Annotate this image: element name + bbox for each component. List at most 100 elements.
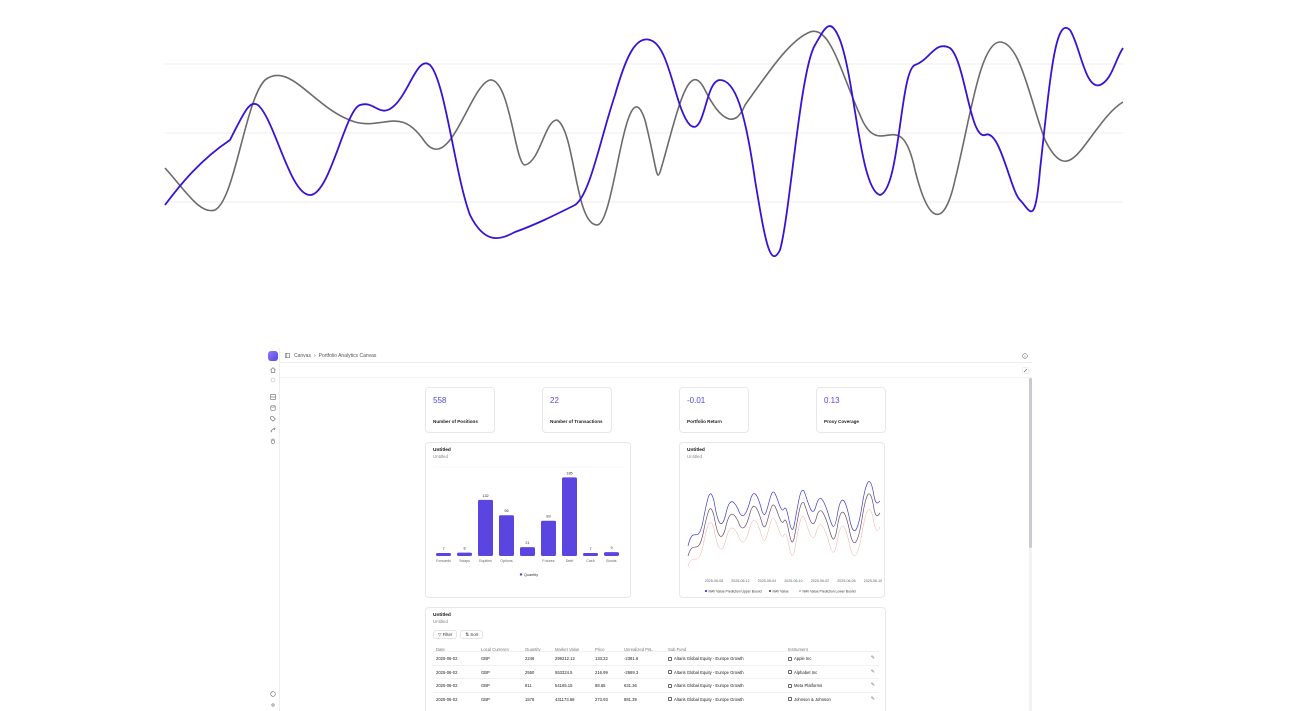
info-icon[interactable] (1022, 353, 1028, 359)
row-edit-icon[interactable]: ✎ (870, 668, 875, 675)
kpi-label: Number of Transactions (550, 419, 603, 424)
canvas-toolbar (280, 363, 1032, 378)
x-tick-label: 2025-06-12 (731, 579, 749, 583)
bar[interactable] (604, 552, 619, 556)
table-cell-wrap: Altaris Global Equity - Europe Growth (668, 670, 744, 675)
line-series[interactable] (687, 493, 881, 557)
x-tick-label: 2025-06-10 (784, 579, 802, 583)
filter-icon: ▽ (438, 632, 443, 637)
vertical-scrollbar[interactable] (1029, 378, 1032, 711)
row-edit-icon[interactable]: ✎ (870, 682, 875, 688)
bar-category-label: Bonds (606, 559, 616, 563)
hero-wave-chart (164, 25, 1124, 257)
fund-icon (668, 683, 672, 688)
column-header[interactable]: Date (436, 647, 445, 652)
table-cell: 2025-06-02 (436, 696, 458, 702)
bar[interactable] (478, 499, 493, 556)
bar[interactable] (457, 552, 472, 556)
fund-icon (668, 656, 672, 661)
table-cell: Johnson & Johnson (794, 696, 831, 702)
line-series[interactable] (687, 481, 881, 547)
table-cell: Altaris Global Equity - Europe Growth (674, 656, 744, 661)
home-icon[interactable] (270, 367, 276, 373)
sidebar-toggle-icon[interactable] (285, 353, 290, 358)
breadcrumb-separator: › (313, 353, 316, 359)
column-header[interactable]: Market Value (555, 647, 580, 652)
table-card: Untitled Untitled ▽ Filter ⇅ Sort Date L… (425, 607, 886, 711)
search-icon[interactable] (270, 377, 276, 383)
table-cell-wrap: Altaris Global Equity - Europe Growth (668, 697, 744, 702)
bar-value-label: 132 (482, 494, 488, 498)
link-icon[interactable] (270, 427, 276, 433)
edit-pencil-icon[interactable] (1022, 367, 1029, 374)
bar[interactable] (562, 477, 577, 556)
line-chart: 2025-06-08 2025-06-12 2025-06-04 2025-06-10… (687, 481, 882, 593)
bar[interactable] (520, 547, 535, 556)
column-header[interactable]: Price (595, 647, 605, 652)
table-cell: 216.99 (595, 669, 608, 675)
column-header[interactable]: Unrealized PnL (624, 647, 653, 652)
row-edit-icon[interactable]: ✎ (870, 695, 875, 702)
kpi-label: Portfolio Return (687, 419, 722, 424)
bar-value-label: 7 (589, 547, 591, 551)
kpi-card-proxy: 0.13 Proxy Coverage (816, 387, 886, 433)
table-cell: 553324.5 (555, 669, 573, 675)
help-icon[interactable] (270, 691, 276, 697)
bar-category-label: Cash (586, 559, 594, 563)
table-cell: GBP (481, 683, 490, 688)
table-toolbar: ▽ Filter ⇅ Sort (433, 630, 484, 639)
table-cell: -2381.6 (624, 656, 639, 661)
bar-chart-card: Untitled Untitled 7 Forwards 8 Swaps 132 Equi… (425, 442, 631, 598)
app-logo-icon[interactable] (268, 351, 278, 361)
scrollbar-thumb[interactable] (1029, 378, 1032, 548)
bar-category-label: Options (500, 559, 513, 563)
column-header[interactable]: Quantity (525, 647, 541, 652)
table-row[interactable]: 2025-06-02 GBP 2246 299212.12 133.22 -2381.6 A… (433, 651, 879, 664)
top-bar: Canvas › Portfolio Analytics Canvas (280, 348, 1032, 363)
icon-rail (266, 348, 280, 711)
table-cell-wrap: Johnson & Johnson (788, 697, 831, 702)
sort-icon: ⇅ (465, 632, 471, 637)
legend-label[interactable]: NAV Value Prediction Lower Bound (803, 589, 856, 593)
x-tick-label: 2025-06-02 (811, 579, 829, 583)
x-tick-label: 2025-06-08 (705, 579, 723, 583)
row-edit-icon[interactable]: ✎ (870, 655, 875, 661)
table-cell-wrap: Alphabet Inc (788, 670, 817, 675)
table-cell: 54165.15 (555, 683, 573, 688)
column-header[interactable]: Sub Fund (668, 647, 687, 652)
tag-icon[interactable] (270, 416, 276, 422)
table-row[interactable]: 2025-06-02 GBP 2550 553324.5 216.99 -2669.3 Al… (433, 664, 879, 678)
bar[interactable] (541, 520, 556, 556)
bar[interactable] (583, 553, 598, 556)
sort-button[interactable]: ⇅ Sort (460, 630, 484, 639)
settings-icon[interactable] (270, 702, 276, 708)
kpi-card-transactions: 22 Number of Transactions (542, 387, 612, 433)
table-row[interactable]: 2025-06-02 GBP 1576 431173.68 273.93 881.39 Al… (433, 691, 879, 705)
bar-value-label: 21 (525, 541, 529, 545)
instrument-icon (788, 670, 792, 674)
database-icon[interactable] (270, 405, 276, 411)
bar[interactable] (436, 553, 451, 556)
table-cell: GBP (481, 669, 490, 675)
card-title: Untitled (687, 448, 705, 453)
legend-label[interactable]: NAV Value (773, 589, 789, 593)
instrument-icon (788, 697, 792, 701)
layout-icon[interactable] (270, 394, 276, 400)
filter-button[interactable]: ▽ Filter (433, 630, 458, 639)
legend-label[interactable]: NAV Value Prediction Upper Bound (709, 589, 762, 593)
line-series[interactable] (687, 509, 881, 567)
card-title: Untitled (433, 613, 451, 618)
table-cell: 299212.12 (555, 656, 575, 661)
table-cell: 2025-06-02 (436, 683, 458, 688)
breadcrumb-root[interactable]: Canvas (294, 353, 311, 359)
kpi-label: Proxy Coverage (824, 419, 859, 424)
bar[interactable] (499, 515, 514, 556)
column-header[interactable]: Local Currency (481, 647, 510, 652)
table-row[interactable]: 2025-06-02 GBP 611 54165.15 88.65 631.36 Altar… (433, 678, 879, 691)
kpi-value: 0.13 (824, 396, 840, 405)
hand-icon[interactable] (270, 438, 276, 444)
legend-label[interactable]: Quantity (524, 573, 538, 577)
table-cell-wrap: Altaris Global Equity - Europe Growth (668, 683, 744, 688)
bar-category-label: Forwards (436, 559, 451, 563)
column-header[interactable]: Instrument (788, 647, 808, 652)
